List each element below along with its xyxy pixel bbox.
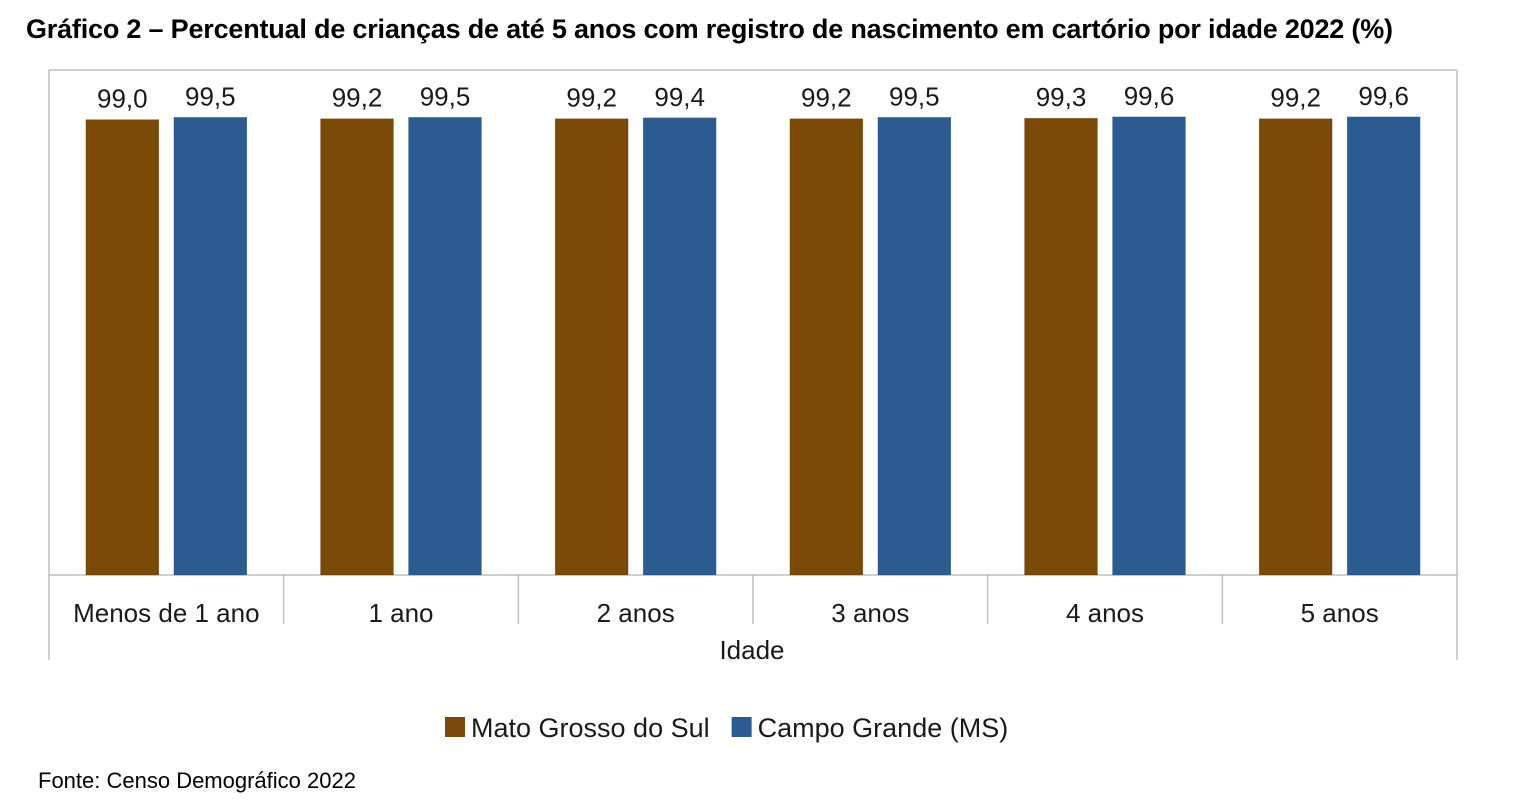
bar-series-1-5	[1024, 117, 1098, 576]
bar-series-1-1	[85, 119, 160, 576]
category-labels-group: Menos de 1 ano 1 ano 2 anos 3 anos 4 anos 5 a…	[73, 598, 1379, 628]
bar-series-2-6	[1346, 116, 1421, 576]
bar-series-2-2	[408, 117, 482, 576]
legend-label-1: Mato Grosso do Sul	[471, 713, 710, 743]
category-label: 3 anos	[831, 598, 909, 628]
value-label-series-2-3: 99,4	[654, 82, 705, 112]
value-label-series-1-6: 99,2	[1270, 83, 1321, 113]
value-label-series-1-3: 99,2	[566, 83, 617, 113]
value-label-series-2-4: 99,5	[889, 81, 940, 111]
chart-frame	[48, 69, 1458, 660]
legend-swatch-2	[731, 717, 752, 737]
legend-swatch-1	[445, 717, 465, 737]
bar-series-2-3	[642, 117, 717, 576]
category-label: 1 ano	[368, 598, 433, 628]
legend: Mato Grosso do Sul Campo Grande (MS)	[445, 713, 1008, 743]
bar-series-2-4	[877, 117, 952, 576]
value-label-series-1-5: 99,3	[1036, 82, 1087, 112]
bar-series-2-1	[173, 117, 248, 576]
value-label-series-2-5: 99,6	[1124, 81, 1175, 111]
legend-label-2: Campo Grande (MS)	[758, 713, 1009, 743]
bar-series-2-5	[1112, 116, 1186, 576]
category-label: 4 anos	[1066, 598, 1144, 628]
bar-series-1-6	[1258, 118, 1333, 576]
category-label: Menos de 1 ano	[73, 598, 259, 628]
bars-group	[85, 116, 1421, 576]
bar-series-1-2	[320, 118, 394, 576]
value-label-series-1-4: 99,2	[801, 83, 852, 113]
chart-title: Gráfico 2 – Percentual de crianças de at…	[26, 14, 1393, 44]
x-axis-title: Idade	[719, 635, 784, 665]
bar-series-1-3	[554, 118, 629, 576]
value-label-series-1-2: 99,2	[332, 83, 383, 113]
category-label: 5 anos	[1301, 598, 1379, 628]
value-labels-group: 99,0 99,5 99,2 99,5 99,2 99,4 99,2 99,5 99,3 99,6…	[97, 81, 1409, 114]
bar-series-1-4	[789, 118, 864, 576]
value-label-series-2-2: 99,5	[420, 81, 471, 111]
value-label-series-2-6: 99,6	[1358, 81, 1409, 111]
value-label-series-2-1: 99,5	[185, 81, 236, 111]
value-label-series-1-1: 99,0	[97, 84, 148, 114]
source-note: Fonte: Censo Demográfico 2022	[38, 768, 356, 793]
category-label: 2 anos	[597, 598, 675, 628]
